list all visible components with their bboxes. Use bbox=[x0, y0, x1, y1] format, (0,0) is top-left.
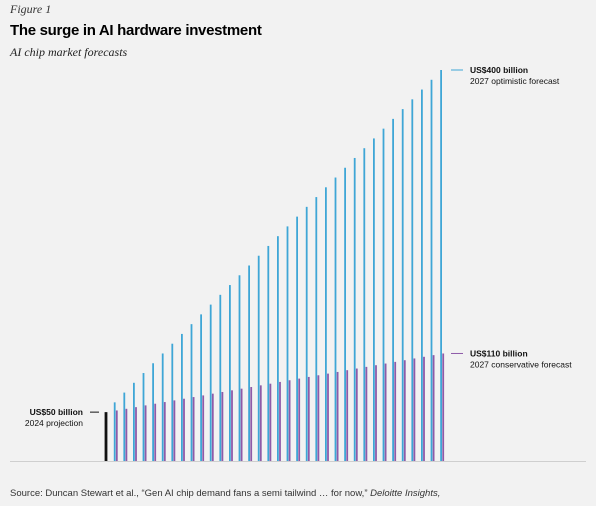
bar-optimistic bbox=[334, 177, 337, 461]
bar-optimistic bbox=[277, 236, 279, 461]
bar-optimistic bbox=[248, 265, 250, 461]
bar-conservative bbox=[211, 393, 214, 461]
conservative-value-label: US$110 billion bbox=[470, 348, 528, 358]
bar-optimistic bbox=[181, 333, 183, 461]
bar-conservative bbox=[442, 353, 445, 461]
bar-2024-projection bbox=[104, 412, 108, 461]
bar-optimistic bbox=[190, 324, 193, 461]
bar-optimistic bbox=[296, 216, 298, 461]
bar-conservative bbox=[250, 387, 253, 461]
bar-optimistic bbox=[373, 138, 375, 462]
bar-optimistic bbox=[133, 382, 135, 461]
optimistic-desc-label: 2027 optimistic forecast bbox=[470, 76, 560, 86]
bar-conservative bbox=[269, 383, 272, 461]
bar-conservative bbox=[163, 402, 166, 461]
bar-optimistic bbox=[209, 304, 212, 461]
bar-optimistic bbox=[401, 109, 404, 461]
bar-conservative bbox=[231, 390, 233, 461]
bar-optimistic bbox=[142, 373, 145, 461]
conservative-desc-label: 2027 conservative forecast bbox=[470, 359, 572, 369]
bar-conservative bbox=[125, 408, 128, 461]
bar-conservative bbox=[173, 400, 176, 461]
bar-conservative bbox=[384, 363, 387, 461]
optimistic-value-label: US$400 billion bbox=[470, 65, 528, 75]
bar-optimistic bbox=[382, 128, 385, 461]
bar-conservative bbox=[192, 397, 195, 461]
bar-conservative bbox=[355, 368, 358, 461]
bar-conservative bbox=[307, 376, 310, 461]
bar-conservative bbox=[154, 403, 157, 461]
bar-optimistic bbox=[257, 255, 260, 461]
bar-conservative bbox=[336, 371, 339, 461]
bar-conservative bbox=[288, 380, 291, 461]
bar-optimistic bbox=[325, 187, 327, 462]
bar-optimistic bbox=[353, 157, 356, 461]
bar-optimistic bbox=[238, 275, 241, 461]
bar-conservative bbox=[346, 370, 349, 461]
bar-optimistic bbox=[123, 392, 126, 461]
projection-value-label: US$50 billion bbox=[30, 407, 83, 417]
bar-optimistic bbox=[152, 363, 154, 461]
bar-conservative bbox=[135, 407, 137, 461]
chart-subtitle: AI chip market forecasts bbox=[10, 45, 128, 59]
bar-conservative bbox=[240, 388, 243, 461]
bar-optimistic bbox=[315, 197, 318, 461]
bar-optimistic bbox=[161, 353, 164, 461]
projection-desc-label: 2024 projection bbox=[25, 418, 83, 428]
bar-optimistic bbox=[200, 314, 202, 461]
bar-conservative bbox=[423, 356, 425, 461]
bar-optimistic bbox=[267, 245, 270, 461]
bar-optimistic bbox=[411, 99, 414, 461]
bar-conservative bbox=[259, 385, 262, 461]
bar-conservative bbox=[221, 391, 224, 461]
bar-optimistic bbox=[363, 148, 366, 461]
bar-conservative bbox=[183, 398, 185, 461]
source-publication: Deloitte Insights, bbox=[370, 488, 441, 499]
bar-optimistic bbox=[171, 343, 174, 461]
bar-optimistic bbox=[305, 206, 308, 461]
figure-label: Figure 1 bbox=[10, 2, 52, 16]
bar-conservative bbox=[317, 375, 320, 461]
bar-conservative bbox=[144, 405, 147, 461]
source-note: Source: Duncan Stewart et al., “Gen AI c… bbox=[10, 488, 440, 499]
bar-conservative bbox=[375, 365, 377, 461]
bar-optimistic bbox=[440, 70, 442, 461]
chart-title: The surge in AI hardware investment bbox=[10, 22, 262, 39]
bar-optimistic bbox=[286, 226, 289, 461]
bar-conservative bbox=[279, 381, 281, 461]
bar-optimistic bbox=[229, 285, 231, 461]
bar-conservative bbox=[115, 410, 118, 461]
bar-optimistic bbox=[421, 89, 423, 462]
bar-conservative bbox=[327, 373, 329, 461]
bar-conservative bbox=[298, 378, 301, 461]
bar-conservative bbox=[403, 360, 406, 461]
bar-conservative bbox=[394, 361, 397, 461]
bar-conservative bbox=[365, 366, 368, 461]
bar-optimistic bbox=[392, 118, 394, 461]
bar-optimistic bbox=[113, 402, 116, 461]
bar-optimistic bbox=[430, 79, 433, 462]
bar-conservative bbox=[413, 358, 416, 461]
source-text: Source: Duncan Stewart et al., “Gen AI c… bbox=[10, 488, 368, 499]
bar-conservative bbox=[202, 395, 205, 461]
bar-optimistic bbox=[219, 294, 222, 461]
baseline-rule bbox=[10, 461, 586, 462]
bar-conservative bbox=[432, 355, 435, 461]
bar-optimistic bbox=[344, 167, 346, 461]
